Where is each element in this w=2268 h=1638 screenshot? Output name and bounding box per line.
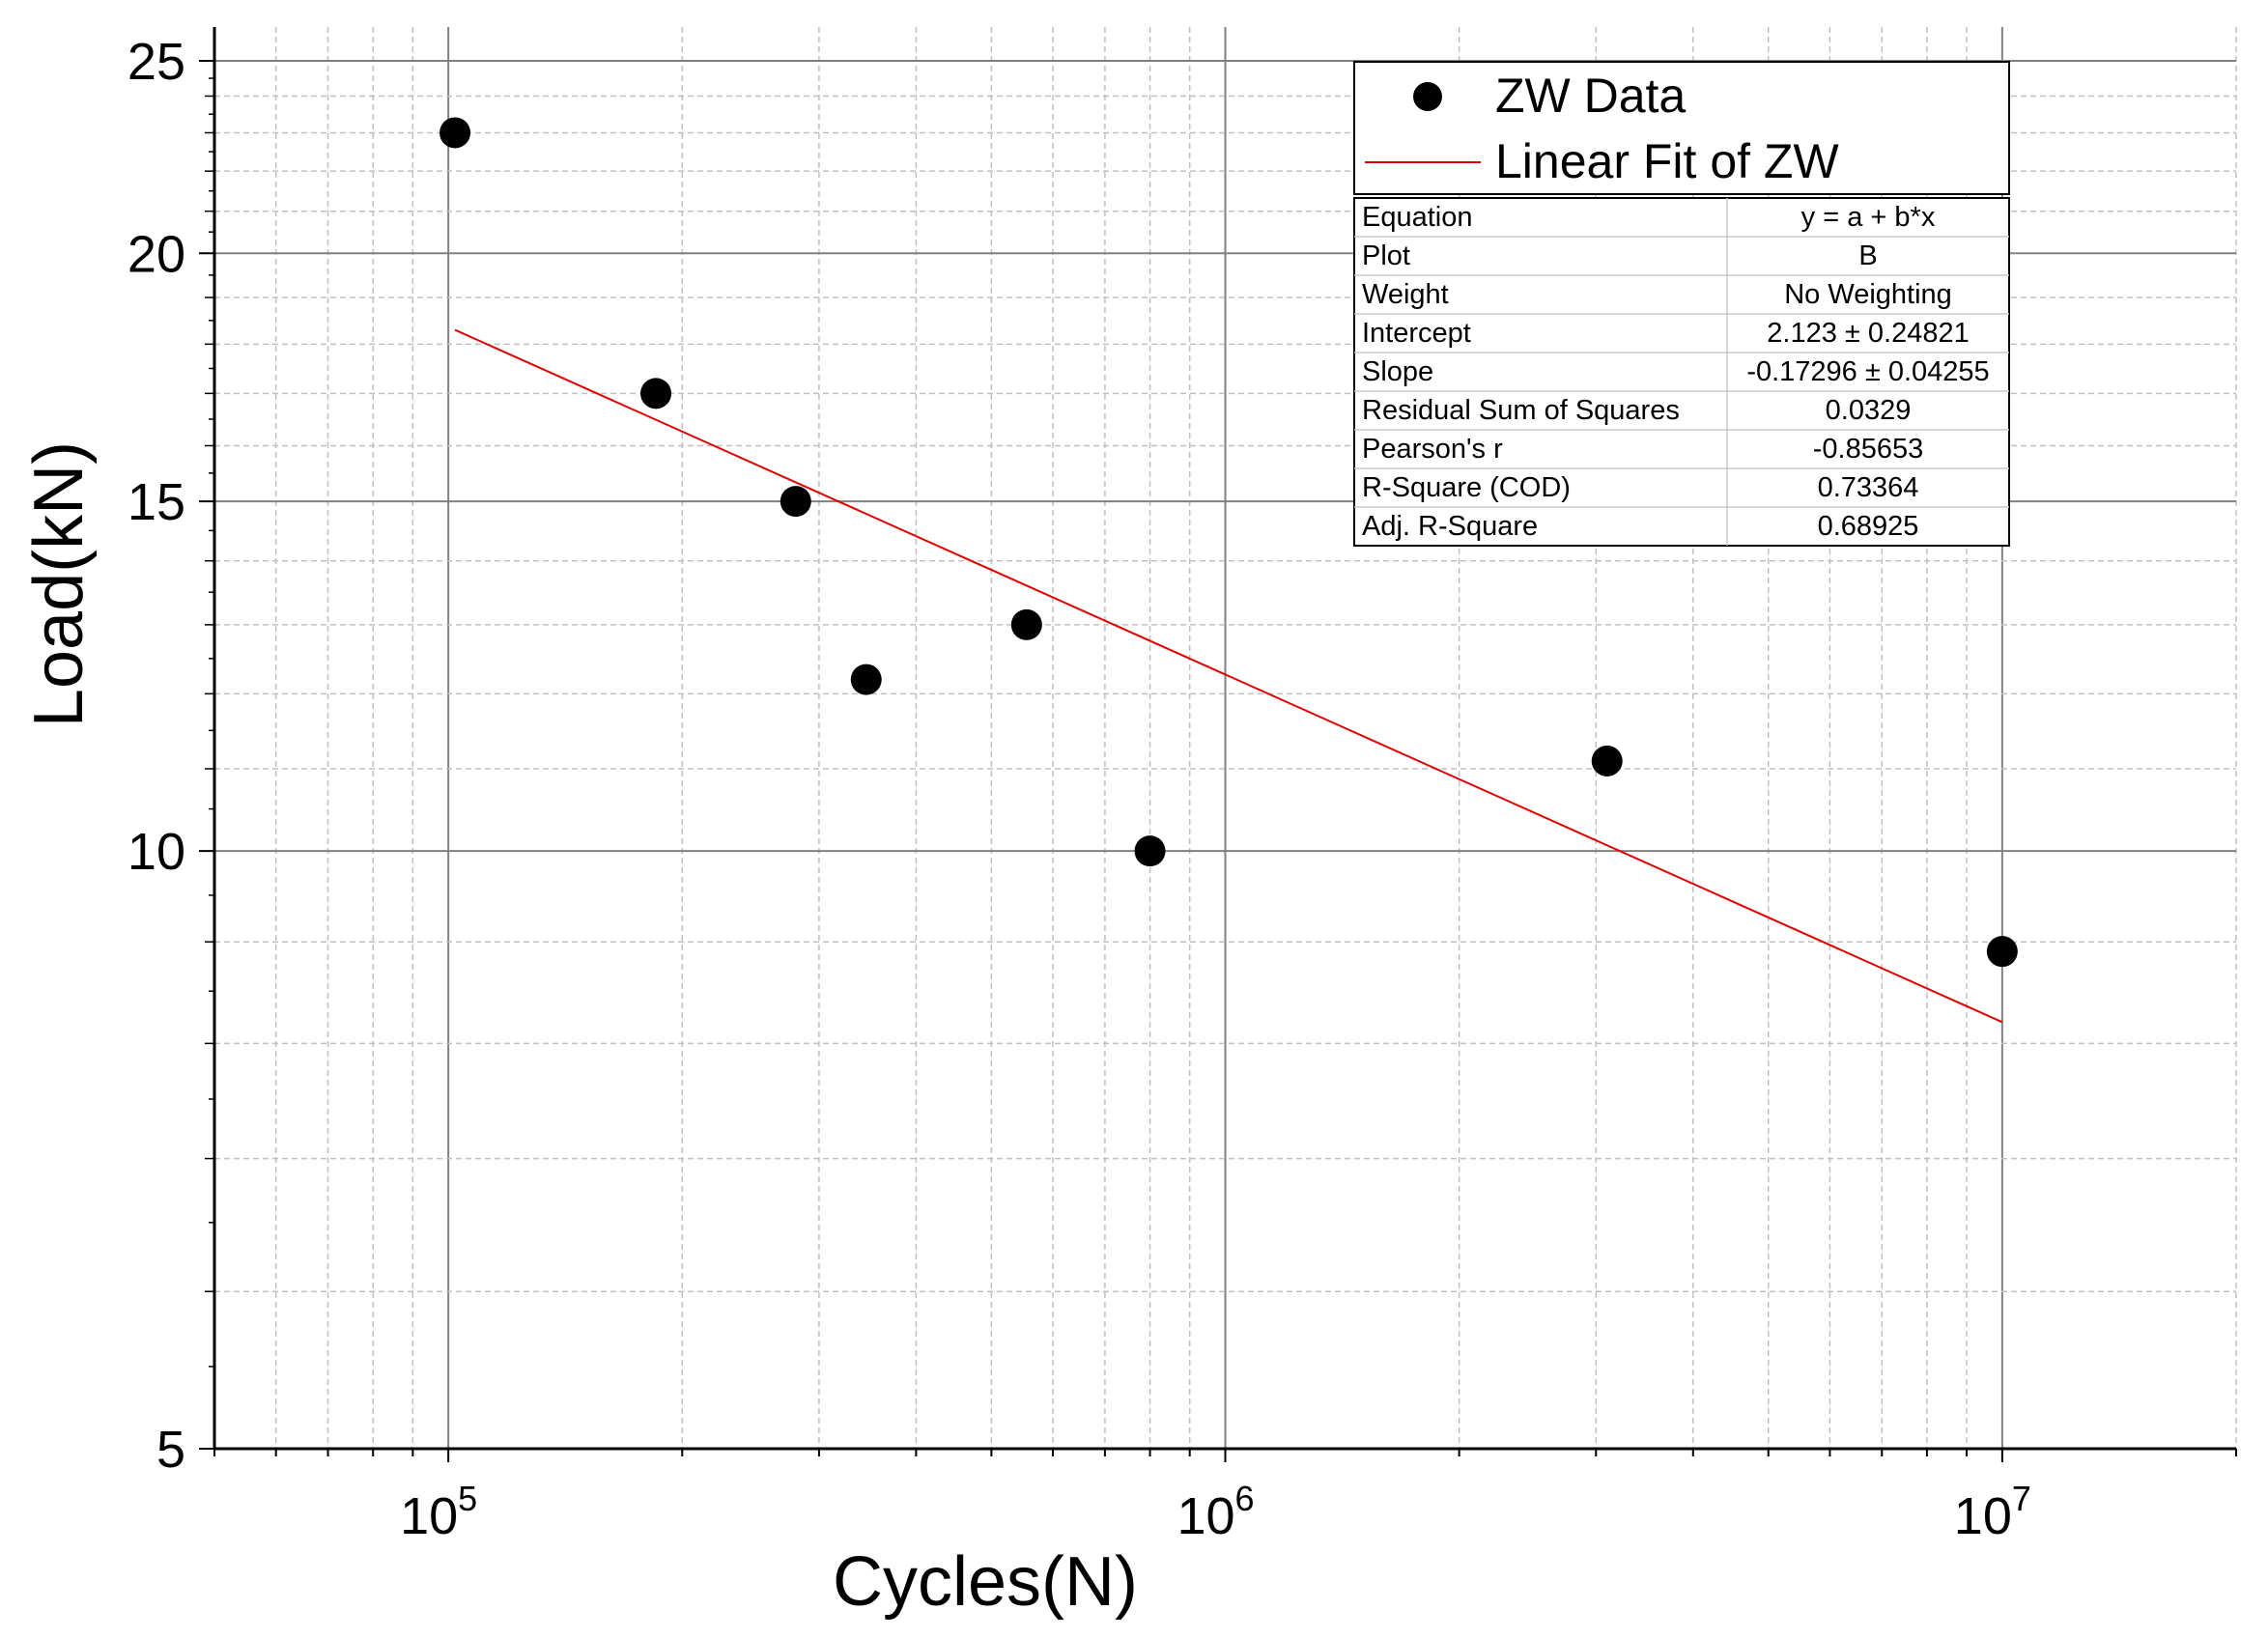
stats-value: 2.123 ± 0.24821	[1767, 318, 1969, 349]
data-point	[439, 117, 471, 149]
legend-label-zw-data: ZW Data	[1495, 69, 1686, 123]
fit-stats-table: Equation y = a + b*x Plot B Weight No Weighti…	[1353, 197, 2010, 547]
stats-label: Pearson's r	[1362, 434, 1503, 465]
x-tick-label: 107	[1954, 1479, 2031, 1545]
data-point	[850, 664, 882, 695]
stats-value: y = a + b*x	[1801, 202, 1936, 233]
stats-label: Weight	[1362, 279, 1449, 310]
y-tick-label: 20	[128, 225, 185, 283]
ticks	[199, 60, 2237, 1462]
fit-line	[454, 328, 2003, 1024]
stats-value: B	[1858, 240, 1877, 271]
plot-series	[439, 117, 2018, 1024]
y-tick-label: 15	[128, 473, 185, 531]
y-tick-label: 5	[156, 1421, 185, 1479]
x-tick-label: 105	[400, 1479, 477, 1545]
stats-value: 0.68925	[1818, 511, 1919, 542]
legend-box	[1353, 61, 2010, 195]
stats-label: Equation	[1362, 202, 1473, 233]
stats-value: -0.17296 ± 0.04255	[1746, 356, 1989, 387]
data-point	[1986, 936, 2018, 968]
stats-label: Intercept	[1362, 318, 1471, 349]
data-point	[1010, 608, 1042, 640]
stats-label: Plot	[1362, 240, 1410, 271]
stats-label: Residual Sum of Squares	[1362, 395, 1680, 426]
stats-value: -0.85653	[1813, 434, 1924, 465]
legend-marker-zw-data	[1413, 82, 1442, 111]
y-tick-label: 10	[128, 823, 185, 881]
legend-label-linear-fit: Linear Fit of ZW	[1495, 134, 1839, 188]
stats-label: Adj. R-Square	[1362, 511, 1538, 542]
stats-label: R-Square (COD)	[1362, 472, 1571, 503]
x-axis-title: Cycles(N)	[833, 1543, 1138, 1621]
stats-value: 0.0329	[1826, 395, 1912, 426]
y-axis-title: Load(kN)	[20, 441, 98, 727]
data-point	[780, 486, 811, 518]
stats-label: Slope	[1362, 356, 1433, 387]
stats-value: No Weighting	[1784, 279, 1952, 310]
x-tick-exponent: 5	[458, 1479, 477, 1518]
y-tick-label: 25	[128, 33, 185, 91]
x-tick-exponent: 6	[1235, 1479, 1255, 1518]
legend: ZW Data Linear Fit of ZW	[1353, 61, 2010, 195]
stats-value: 0.73364	[1818, 472, 1919, 503]
data-point	[1591, 745, 1623, 777]
x-tick-exponent: 7	[2012, 1479, 2031, 1518]
data-point	[1134, 835, 1166, 867]
x-tick-label: 106	[1177, 1479, 1254, 1545]
data-point	[640, 378, 672, 410]
stats-frame	[1353, 197, 2010, 547]
